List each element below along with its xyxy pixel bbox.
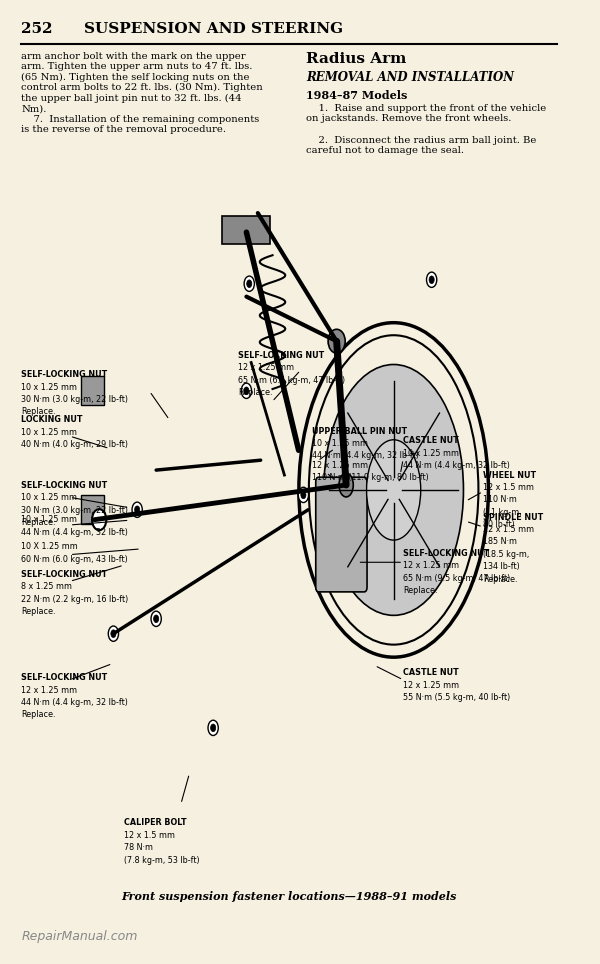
Text: Replace.: Replace. [238, 388, 272, 397]
Text: 80 lb-ft): 80 lb-ft) [483, 521, 515, 529]
Text: 65 N·m (6.5 kg-m, 47 lb-ft): 65 N·m (6.5 kg-m, 47 lb-ft) [238, 376, 345, 385]
Text: Replace.: Replace. [21, 519, 56, 527]
Ellipse shape [132, 502, 142, 518]
Text: 10 x 1.25 mm: 10 x 1.25 mm [21, 494, 77, 502]
Text: (11 kg-m,: (11 kg-m, [483, 508, 521, 517]
Text: 12 x 1.5 mm: 12 x 1.5 mm [483, 483, 534, 492]
Ellipse shape [92, 509, 106, 530]
FancyBboxPatch shape [223, 216, 271, 244]
Text: 1.  Raise and support the front of the vehicle
on jackstands. Remove the front w: 1. Raise and support the front of the ve… [306, 103, 547, 123]
Text: SELF-LOCKING NUT: SELF-LOCKING NUT [21, 570, 107, 579]
Text: 10 X 1.25 mm: 10 X 1.25 mm [21, 542, 78, 551]
Text: 1984–87 Models: 1984–87 Models [306, 91, 407, 101]
Text: 44 N·m (4.4 kg-m, 32 lb-ft): 44 N·m (4.4 kg-m, 32 lb-ft) [403, 461, 510, 470]
Text: CALIPER BOLT: CALIPER BOLT [124, 818, 187, 827]
Ellipse shape [244, 276, 254, 291]
Ellipse shape [429, 276, 434, 283]
Ellipse shape [367, 440, 421, 540]
Text: REMOVAL AND INSTALLATION: REMOVAL AND INSTALLATION [306, 71, 514, 84]
Text: SELF-LOCKING NUT: SELF-LOCKING NUT [21, 481, 107, 490]
Text: Replace.: Replace. [21, 607, 56, 616]
Text: (7.8 kg-m, 53 lb-ft): (7.8 kg-m, 53 lb-ft) [124, 856, 199, 865]
Text: 78 N·m: 78 N·m [124, 844, 153, 852]
Text: 10 x 1.25 mm: 10 x 1.25 mm [403, 448, 459, 458]
Text: 30 N·m (3.0 kg-m, 22 lb-ft): 30 N·m (3.0 kg-m, 22 lb-ft) [21, 395, 128, 404]
Ellipse shape [241, 383, 251, 398]
Text: SUSPENSION AND STEERING: SUSPENSION AND STEERING [84, 22, 343, 36]
Text: 12 x 1.25 mm: 12 x 1.25 mm [21, 685, 77, 694]
Ellipse shape [301, 491, 306, 498]
Text: SPINDLE NUT: SPINDLE NUT [483, 513, 543, 522]
Text: (18.5 kg-m,: (18.5 kg-m, [483, 549, 529, 559]
Text: RepairManual.com: RepairManual.com [21, 929, 137, 943]
Text: SELF-LOCKING NUT: SELF-LOCKING NUT [238, 351, 324, 361]
Ellipse shape [111, 629, 116, 637]
Text: CASTLE NUT: CASTLE NUT [403, 436, 459, 445]
Text: SELF-LOCKING NUT: SELF-LOCKING NUT [21, 370, 107, 379]
Text: 10 x 1.25 mm: 10 x 1.25 mm [21, 516, 77, 524]
Text: Replace.: Replace. [483, 575, 517, 583]
Ellipse shape [328, 330, 345, 353]
Text: 252: 252 [21, 22, 53, 36]
Text: CASTLE NUT: CASTLE NUT [403, 668, 459, 678]
Text: 40 N·m (4.0 kg-m, 29 lb-ft): 40 N·m (4.0 kg-m, 29 lb-ft) [21, 440, 128, 449]
Ellipse shape [382, 469, 405, 512]
Text: 10 x 1.25 mm: 10 x 1.25 mm [21, 383, 77, 391]
Text: Replace.: Replace. [21, 408, 56, 416]
Text: 22 x 1.5 mm: 22 x 1.5 mm [483, 525, 534, 534]
Ellipse shape [208, 720, 218, 736]
Ellipse shape [339, 473, 353, 496]
Text: Replace.: Replace. [21, 710, 56, 719]
Text: 12 x 1.25 mm: 12 x 1.25 mm [312, 461, 368, 470]
Text: 110 N·m (11.0 kg-m, 80 lb-ft): 110 N·m (11.0 kg-m, 80 lb-ft) [312, 473, 428, 482]
Text: 12 x 1.5 mm: 12 x 1.5 mm [124, 831, 175, 840]
Text: 185 N·m: 185 N·m [483, 537, 517, 547]
Ellipse shape [244, 387, 249, 394]
Text: Radius Arm: Radius Arm [306, 52, 407, 66]
Text: 55 N·m (5.5 kg-m, 40 lb-ft): 55 N·m (5.5 kg-m, 40 lb-ft) [403, 693, 511, 702]
Bar [81, 377, 104, 405]
Text: 44 N·m (4.4 kg-m, 32 lb-ft): 44 N·m (4.4 kg-m, 32 lb-ft) [312, 451, 419, 461]
Text: 10 x 1.25 mm: 10 x 1.25 mm [312, 439, 368, 448]
Ellipse shape [324, 364, 463, 615]
Ellipse shape [211, 724, 216, 732]
Text: SELF-LOCKING NUT: SELF-LOCKING NUT [403, 549, 490, 558]
Text: 8 x 1.25 mm: 8 x 1.25 mm [21, 582, 72, 591]
Text: Replace.: Replace. [403, 586, 437, 595]
Ellipse shape [134, 506, 140, 514]
Text: 60 N·m (6.0 kg-m, 43 lb-ft): 60 N·m (6.0 kg-m, 43 lb-ft) [21, 554, 128, 564]
Ellipse shape [389, 482, 398, 498]
Ellipse shape [151, 611, 161, 627]
Text: 10 x 1.25 mm: 10 x 1.25 mm [21, 427, 77, 437]
Text: 44 N·m (4.4 kg-m, 32 lb-ft): 44 N·m (4.4 kg-m, 32 lb-ft) [21, 528, 128, 537]
FancyBboxPatch shape [316, 477, 367, 592]
Ellipse shape [108, 626, 119, 641]
Ellipse shape [247, 280, 252, 287]
Text: SELF-LOCKING NUT: SELF-LOCKING NUT [21, 673, 107, 683]
Text: 65 N·m (9.5 kg-m, 47 lb-ft): 65 N·m (9.5 kg-m, 47 lb-ft) [403, 574, 511, 583]
Text: WHEEL NUT: WHEEL NUT [483, 470, 536, 479]
Text: UPPER BALL PIN NUT: UPPER BALL PIN NUT [312, 427, 407, 436]
Text: Front suspension fastener locations—1988–91 models: Front suspension fastener locations—1988… [121, 891, 457, 902]
Text: 2.  Disconnect the radius arm ball joint. Be
careful not to damage the seal.: 2. Disconnect the radius arm ball joint.… [306, 136, 536, 155]
Text: LOCKING NUT: LOCKING NUT [21, 415, 83, 424]
Ellipse shape [154, 615, 159, 623]
Bar [81, 495, 104, 524]
Text: 110 N·m: 110 N·m [483, 495, 517, 504]
Ellipse shape [427, 272, 437, 287]
Text: 22 N·m (2.2 kg-m, 16 lb-ft): 22 N·m (2.2 kg-m, 16 lb-ft) [21, 595, 128, 603]
Text: 12 x 1.25 mm: 12 x 1.25 mm [403, 561, 459, 571]
Ellipse shape [298, 487, 308, 502]
Text: 44 N·m (4.4 kg-m, 32 lb-ft): 44 N·m (4.4 kg-m, 32 lb-ft) [21, 698, 128, 707]
Text: 12 x 1.25 mm: 12 x 1.25 mm [403, 681, 459, 690]
Text: 12 x 1.25 mm: 12 x 1.25 mm [238, 363, 294, 372]
Text: 134 lb-ft): 134 lb-ft) [483, 562, 520, 572]
Text: 30 N·m (3.0 kg-m, 22 lb-ft): 30 N·m (3.0 kg-m, 22 lb-ft) [21, 506, 128, 515]
Text: arm anchor bolt with the mark on the upper
arm. Tighten the upper arm nuts to 47: arm anchor bolt with the mark on the upp… [21, 52, 263, 134]
